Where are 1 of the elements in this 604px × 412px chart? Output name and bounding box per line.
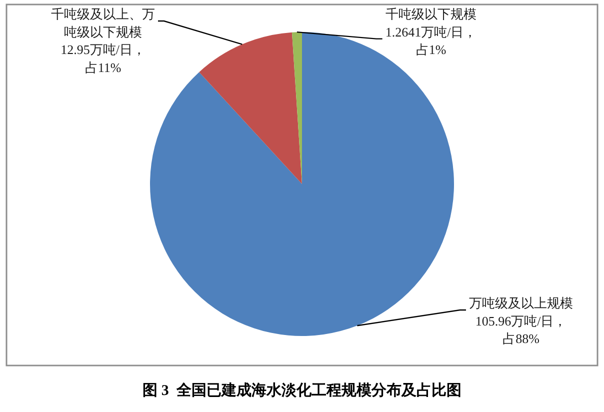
text: 图 3 全国已建成海水淡化工程规模分布及占比图 [142, 382, 462, 399]
